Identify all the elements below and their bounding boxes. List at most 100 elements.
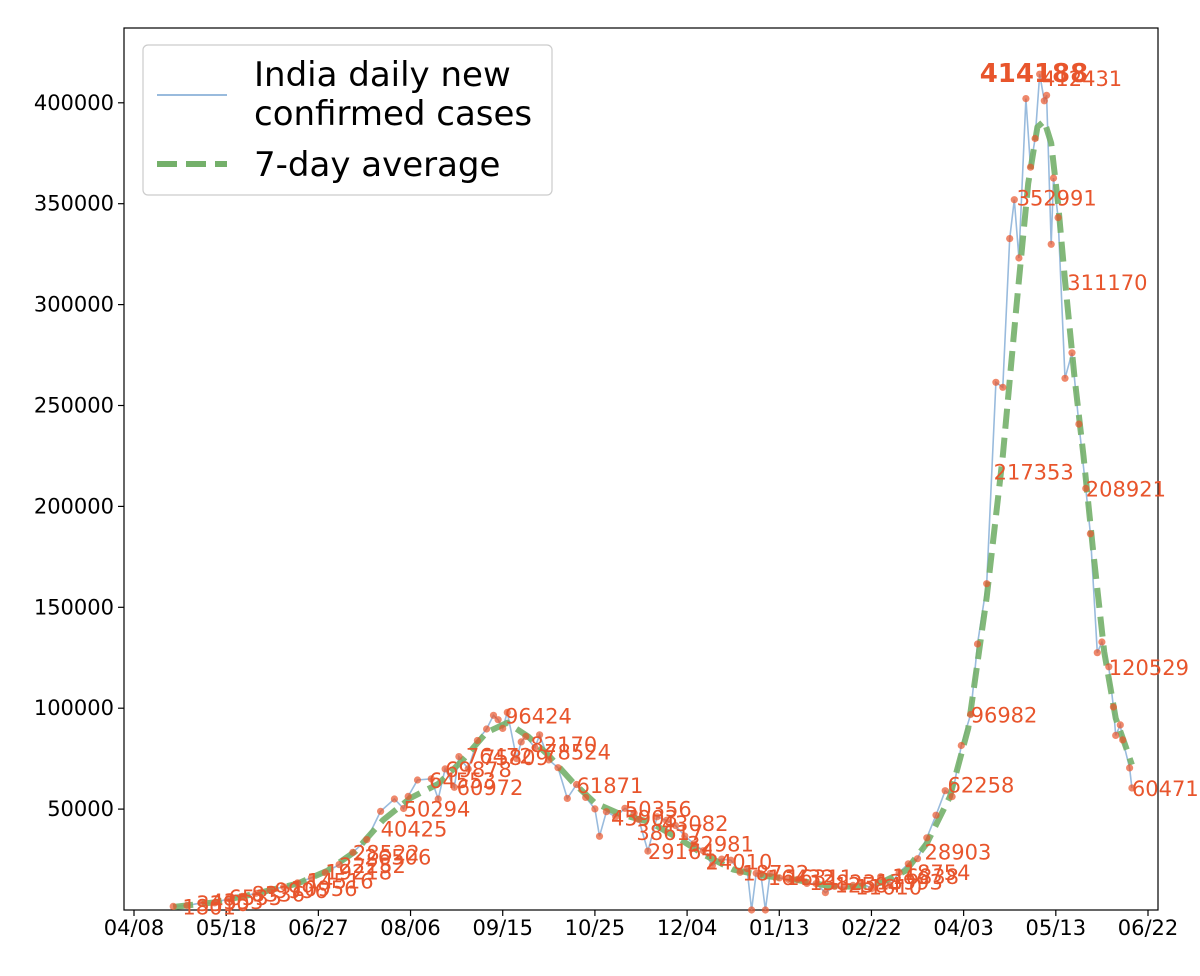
data-labels: 1801339043536535833699961095614516192182… [182, 59, 1198, 919]
data-label: 311170 [1067, 271, 1147, 295]
data-point [349, 848, 357, 856]
data-label: 62258 [948, 773, 1015, 797]
data-point [812, 880, 820, 888]
data-point [545, 756, 553, 764]
data-label: 10956 [291, 877, 358, 901]
y-tick-label: 150000 [34, 595, 114, 619]
x-tick-label: 06/22 [1118, 916, 1179, 940]
data-label: 82170 [530, 733, 597, 757]
data-point [672, 822, 680, 830]
axis-ticks: 04/08 05/18 06/27 08/06 09/15 10/25 12/04 01/13… [34, 91, 1178, 940]
y-tick-label: 250000 [34, 394, 114, 418]
data-label: 96424 [505, 705, 572, 729]
data-label: 45903 [611, 806, 678, 830]
y-tick-label: 200000 [34, 494, 114, 518]
data-label: 12584 [835, 874, 902, 898]
data-point [1036, 70, 1044, 78]
y-tick-label: 400000 [34, 91, 114, 115]
data-point [932, 811, 940, 819]
data-point [736, 868, 744, 876]
x-tick-label: 12/04 [657, 916, 718, 940]
x-tick-label: 04/03 [933, 916, 994, 940]
daily-series [173, 74, 1133, 911]
data-label: 43082 [662, 812, 729, 836]
data-point [1022, 95, 1030, 103]
data-point [1049, 174, 1058, 182]
data-point [224, 895, 233, 903]
data-label: 96982 [971, 703, 1038, 727]
data-label: 38617 [636, 821, 703, 845]
data-label: 3390 [196, 892, 249, 916]
data-point [252, 889, 260, 897]
y-tick-label: 350000 [34, 192, 114, 216]
legend-average-label: 7-day average [254, 145, 500, 185]
data-label: 40425 [381, 818, 448, 842]
peak-label: 414188 [980, 59, 1089, 89]
data-point [849, 881, 857, 890]
x-tick-label: 01/13 [749, 916, 810, 940]
data-point [522, 732, 530, 741]
data-point [1075, 420, 1083, 428]
data-point [531, 744, 539, 752]
data-point [1105, 663, 1113, 671]
data-label: 14516 [307, 870, 374, 894]
data-label: 19218 [325, 860, 392, 884]
y-tick-label: 300000 [34, 293, 114, 317]
data-point [923, 834, 931, 842]
data-point [957, 741, 965, 750]
data-point [1098, 638, 1106, 646]
data-label: 22252 [339, 854, 406, 878]
data-point [307, 874, 316, 882]
data-label: 352991 [1017, 187, 1097, 211]
data-point [1116, 721, 1124, 729]
data-point [211, 899, 219, 907]
data-point [999, 383, 1007, 391]
data-point [727, 856, 735, 864]
data-point [718, 855, 726, 863]
data-label: 16838 [892, 865, 959, 889]
data-point [1128, 784, 1136, 792]
data-point [895, 868, 903, 877]
data-point [1010, 196, 1018, 204]
data-point [941, 787, 949, 795]
data-point [913, 855, 922, 863]
data-point [1006, 235, 1014, 243]
data-point [948, 793, 956, 801]
data-point [630, 809, 638, 817]
data-point [840, 884, 848, 892]
data-point [983, 580, 991, 588]
data-point [591, 805, 599, 813]
data-point [877, 873, 885, 881]
data-point [563, 794, 571, 803]
data-label: 60972 [457, 776, 524, 800]
data-label: 9996 [275, 879, 328, 903]
data-label: 1801 [182, 895, 235, 919]
data-point [1093, 649, 1101, 657]
data-point [867, 885, 876, 893]
data-point [441, 765, 449, 773]
data-point [554, 764, 562, 772]
data-label: 24010 [706, 851, 773, 875]
data-label: 28903 [925, 841, 992, 865]
data-point [494, 716, 502, 724]
data-point [621, 804, 629, 812]
data-point [1040, 97, 1048, 105]
data-point [653, 813, 661, 821]
data-point [967, 710, 975, 719]
data-label: 18754 [904, 861, 971, 885]
y-tick-label: 100000 [34, 696, 114, 720]
data-label: 120529 [1109, 656, 1189, 680]
x-tick-label: 05/13 [1026, 916, 1087, 940]
data-point [644, 847, 652, 855]
data-label: 217353 [994, 460, 1074, 484]
data-label: 60471 [1132, 777, 1199, 801]
data-point [1061, 374, 1069, 382]
data-point [321, 869, 329, 877]
data-point [794, 875, 802, 883]
data-point [513, 755, 521, 763]
data-point [266, 886, 274, 894]
data-label: 69878 [445, 758, 512, 782]
data-point [572, 780, 581, 789]
data-label: 28522 [353, 842, 420, 866]
